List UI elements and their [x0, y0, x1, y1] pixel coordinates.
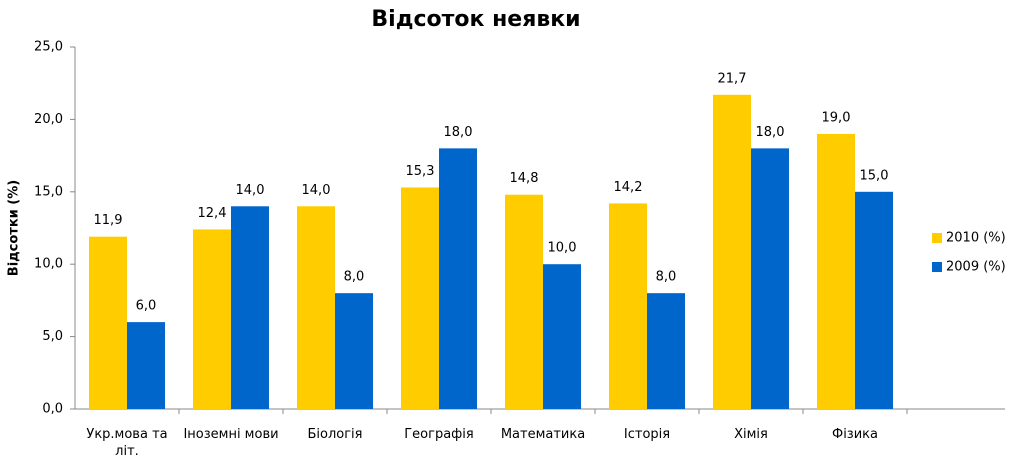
data-label: 10,0 — [548, 241, 577, 256]
bar — [855, 191, 893, 409]
bar — [543, 264, 581, 409]
y-tick-label: 0,0 — [42, 402, 63, 417]
bar — [505, 194, 543, 409]
data-label: 14,0 — [302, 183, 331, 198]
data-label: 14,8 — [510, 171, 539, 186]
data-label: 18,0 — [444, 125, 473, 140]
bar — [609, 203, 647, 409]
bar — [401, 187, 439, 409]
y-tick-label: 15,0 — [34, 184, 63, 199]
legend-label: 2010 (%) — [946, 231, 1006, 246]
data-label: 14,0 — [236, 183, 265, 198]
x-tick-label: Математика — [500, 427, 586, 442]
bar — [817, 133, 855, 409]
x-tick-label: Географія — [404, 427, 474, 442]
data-label: 15,0 — [860, 168, 889, 183]
data-label: 8,0 — [656, 270, 677, 285]
bar — [713, 94, 751, 409]
data-label: 15,3 — [406, 164, 435, 179]
chart-title: Відсоток неявки — [371, 7, 580, 32]
data-label: 19,0 — [822, 110, 851, 125]
y-tick-label: 5,0 — [42, 329, 63, 344]
y-tick-label: 20,0 — [34, 112, 63, 127]
bar — [335, 293, 373, 409]
bar — [193, 229, 231, 409]
x-tick-label: Фізика — [832, 427, 878, 442]
x-tick-label: Біологія — [307, 427, 363, 442]
data-label: 12,4 — [198, 206, 227, 221]
bar — [127, 322, 165, 409]
data-label: 18,0 — [756, 125, 785, 140]
y-tick-label: 10,0 — [34, 257, 63, 272]
bar — [647, 293, 685, 409]
x-tick-label: Укр.мова та літ. — [86, 427, 168, 459]
bar — [439, 148, 477, 410]
y-axis-label: Відсотки (%) — [7, 180, 22, 276]
bar — [89, 236, 127, 409]
bar — [751, 148, 789, 410]
bar — [297, 206, 335, 409]
x-tick-label: Історія — [623, 427, 671, 442]
data-label: 14,2 — [614, 180, 643, 195]
y-tick-label: 25,0 — [34, 40, 63, 55]
data-label: 21,7 — [718, 71, 747, 86]
x-tick-label: Іноземні мови — [183, 427, 279, 442]
x-tick-label: Хімія — [734, 427, 768, 442]
legend-swatch — [932, 233, 942, 243]
data-label: 8,0 — [344, 270, 365, 285]
legend-swatch — [932, 262, 942, 272]
legend-label: 2009 (%) — [946, 260, 1006, 275]
data-label: 6,0 — [136, 299, 157, 314]
bar — [231, 206, 269, 409]
data-label: 11,9 — [94, 213, 123, 228]
